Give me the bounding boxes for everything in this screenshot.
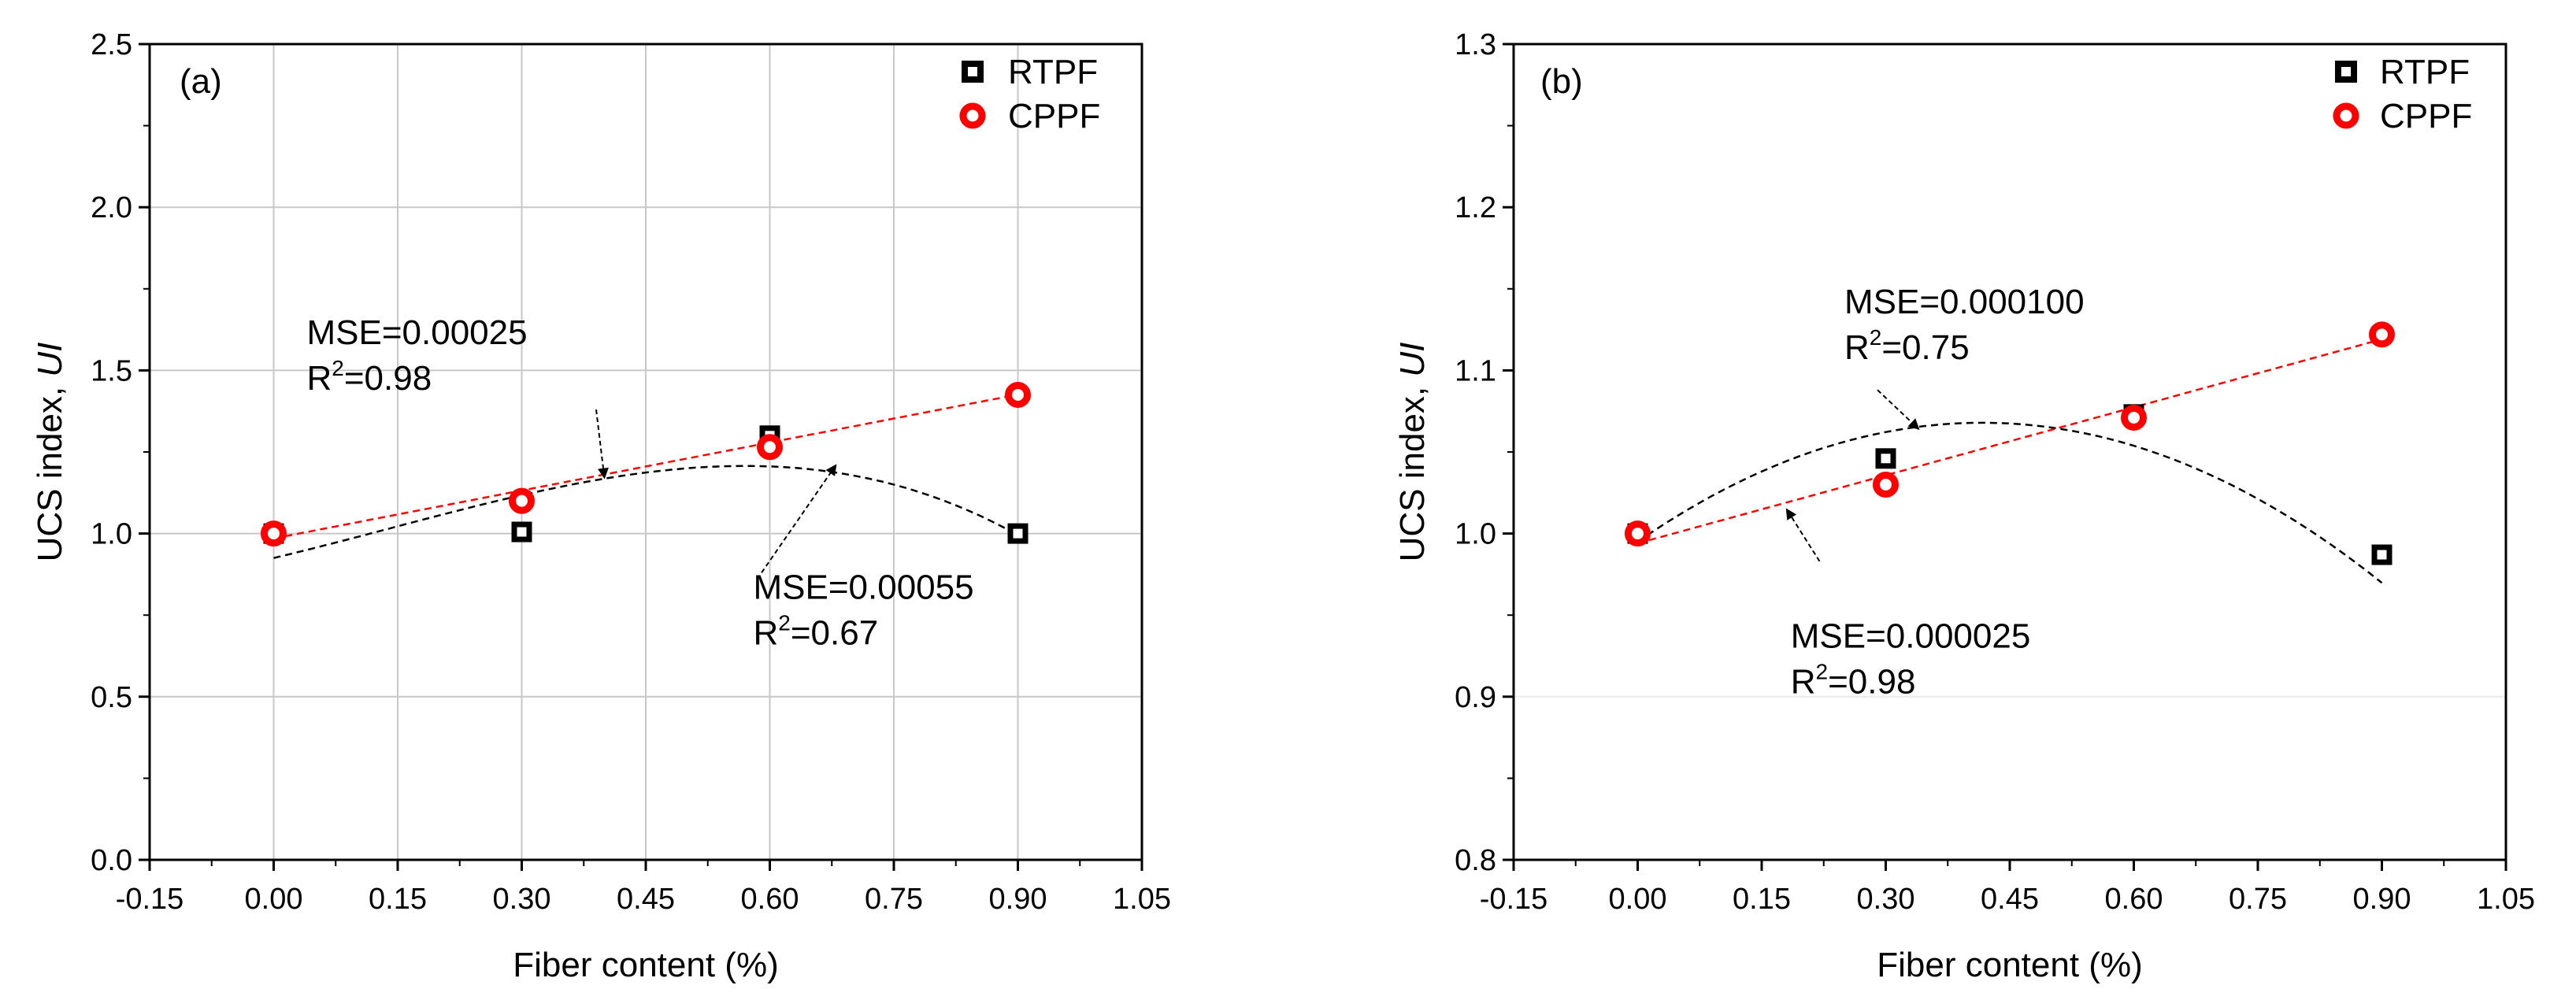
panel-a-fits: [273, 393, 1019, 559]
panel-a-points: [261, 381, 1031, 547]
legend-marker-circle: [2333, 102, 2359, 129]
annotation-r2: R2=0.98: [307, 356, 432, 398]
x-tick-label: 1.05: [1113, 883, 1171, 916]
x-tick-label: 0.45: [617, 883, 675, 916]
y-tick-label: 0.9: [1455, 681, 1496, 714]
data-point-rtpf: [2371, 544, 2393, 565]
x-tick-label: 0.00: [1609, 883, 1667, 916]
panel-b-plot-area: [1514, 44, 2506, 860]
legend-marker-circle: [959, 102, 986, 129]
annotation-mse: MSE=0.00055: [754, 568, 974, 606]
x-tick-label: 0.60: [2105, 883, 2163, 916]
data-point-cppf: [757, 434, 783, 461]
fit-annotation: MSE=0.00055 R2=0.67: [754, 464, 974, 652]
x-tick-label: 0.75: [2229, 883, 2287, 916]
fit-annotation: MSE=0.000100 R2=0.75: [1844, 283, 2085, 430]
annotation-mse: MSE=0.000025: [1791, 617, 2031, 656]
panel-a-annotations: MSE=0.00025 R2=0.98 MSE=0.00055 R2=0.67: [307, 313, 974, 652]
annotation-r2: R2=0.75: [1844, 325, 1970, 367]
y-tick-label: 0.5: [91, 681, 132, 714]
panel-b-xlabel: Fiber content (%): [1877, 946, 2142, 984]
data-point-cppf: [2121, 404, 2147, 431]
fit-curve-rtpf: [1636, 421, 2383, 584]
data-point-cppf: [1873, 471, 1899, 498]
panel-b-annotations: MSE=0.000100 R2=0.75 MSE=0.000025 R2=0.98: [1785, 283, 2085, 702]
x-tick-label: -0.15: [1480, 883, 1548, 916]
legend-marker-square: [962, 61, 984, 83]
legend-item-cppf: CPPF: [2333, 97, 2472, 135]
data-point-cppf: [509, 487, 535, 514]
legend-label-cppf: CPPF: [2380, 97, 2472, 135]
x-tick-label: -0.15: [116, 883, 184, 916]
y-tick-label: 2.0: [91, 191, 132, 224]
x-tick-label: 0.75: [865, 883, 923, 916]
x-tick-label: 0.90: [2353, 883, 2411, 916]
panel-a: MSE=0.00025 R2=0.98 MSE=0.00055 R2=0.67 -0.…: [31, 28, 1171, 984]
legend-label-rtpf: RTPF: [1008, 53, 1098, 91]
legend-item-rtpf: RTPF: [2335, 53, 2470, 91]
data-point-cppf: [261, 520, 287, 547]
annotation-mse: MSE=0.00025: [307, 313, 528, 352]
data-point-cppf: [1005, 381, 1031, 408]
x-tick-label: 0.90: [989, 883, 1047, 916]
data-point-rtpf: [511, 521, 532, 543]
data-point-cppf: [1625, 520, 1651, 547]
x-tick-label: 0.60: [741, 883, 799, 916]
legend-label-rtpf: RTPF: [2380, 53, 2470, 91]
panel-a-xlabel: Fiber content (%): [513, 946, 778, 984]
y-tick-label: 1.5: [91, 354, 132, 387]
x-tick-label: 0.15: [369, 883, 427, 916]
fit-curve-cppf: [1637, 338, 2382, 545]
panel-a-label: (a): [180, 62, 222, 101]
x-tick-label: 0.30: [1857, 883, 1915, 916]
x-tick-label: 0.00: [245, 883, 303, 916]
x-tick-label: 0.45: [1981, 883, 2039, 916]
panel-b-ylabel: UCS index, UI: [1393, 343, 1432, 562]
x-tick-label: 0.30: [493, 883, 551, 916]
panel-b-fits: [1636, 338, 2383, 584]
data-point-rtpf: [1007, 523, 1029, 544]
legend-label-cppf: CPPF: [1008, 97, 1100, 135]
panel-b: MSE=0.000100 R2=0.75 MSE=0.000025 R2=0.98 -…: [1393, 28, 2535, 984]
panel-a-ylabel: UCS index, UI: [31, 343, 69, 562]
annotation-r2: R2=0.98: [1791, 660, 1916, 702]
y-tick-label: 1.1: [1455, 354, 1496, 387]
fit-annotation: MSE=0.000025 R2=0.98: [1785, 508, 2031, 702]
y-tick-label: 1.0: [1455, 518, 1496, 551]
panel-a-grid: [150, 44, 1142, 860]
y-tick-label: 1.2: [1455, 191, 1496, 224]
y-tick-label: 0.0: [91, 844, 132, 877]
annotation-arrow: [1785, 508, 1821, 562]
data-point-cppf: [2369, 321, 2395, 348]
annotation-arrow: [1877, 389, 1920, 430]
panel-b-axes: -0.15 0.00 0.15 0.30 0.45 0.60 0.75 0.90 1.05 0.8…: [1455, 28, 2535, 916]
y-tick-label: 1.0: [91, 518, 132, 551]
fit-curve-cppf: [273, 393, 1018, 540]
annotation-mse: MSE=0.000100: [1844, 283, 2085, 321]
annotation-r2: R2=0.67: [754, 610, 879, 652]
y-tick-label: 2.5: [91, 28, 132, 61]
fit-annotation: MSE=0.00025 R2=0.98: [307, 313, 609, 480]
legend-item-cppf: CPPF: [959, 97, 1100, 135]
annotation-arrow: [761, 464, 837, 573]
panel-b-points: [1625, 321, 2395, 565]
y-tick-label: 0.8: [1455, 844, 1496, 877]
data-point-rtpf: [1875, 448, 1896, 469]
x-tick-label: 1.05: [2477, 883, 2535, 916]
x-tick-label: 0.15: [1733, 883, 1791, 916]
y-tick-label: 1.3: [1455, 28, 1496, 61]
annotation-arrow: [595, 409, 609, 480]
fit-curve-rtpf: [273, 465, 1019, 559]
panel-b-legend: RTPF CPPF: [2333, 53, 2472, 135]
panel-b-label: (b): [1540, 62, 1583, 101]
panel-a-axes: -0.15 0.00 0.15 0.30 0.45 0.60 0.75 0.90 1.05 0.0…: [91, 28, 1171, 916]
legend-item-rtpf: RTPF: [962, 53, 1098, 91]
panel-a-legend: RTPF CPPF: [959, 53, 1100, 135]
